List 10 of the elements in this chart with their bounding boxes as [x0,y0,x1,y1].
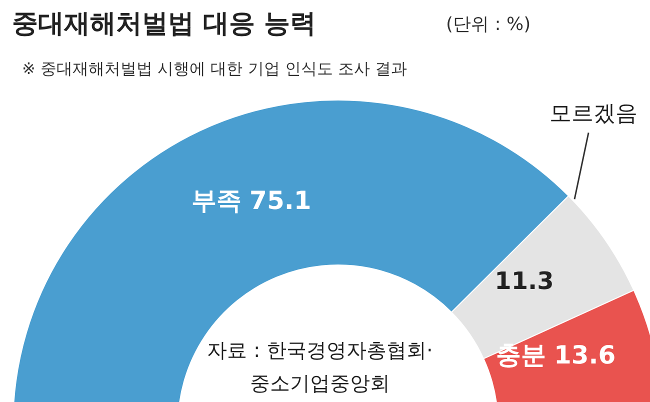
slice-label: 부족 [192,186,242,215]
chart-title: 중대재해처벌법 대응 능력 [12,9,316,39]
chart-subtitle: ※ 중대재해처벌법 시행에 대한 기업 인식도 조사 결과 [22,59,408,78]
text: (단위 : %) [446,14,531,35]
data-label: 11.3 [494,266,554,295]
data-label: 75.1 [250,186,312,215]
slice-label: 모르겠음 [550,102,638,127]
slice-label: 충분 [496,340,546,370]
text: 자료 : 한국경영자총협회· 중소기업중앙회 [207,338,433,395]
data-label: 13.6 [554,340,616,370]
